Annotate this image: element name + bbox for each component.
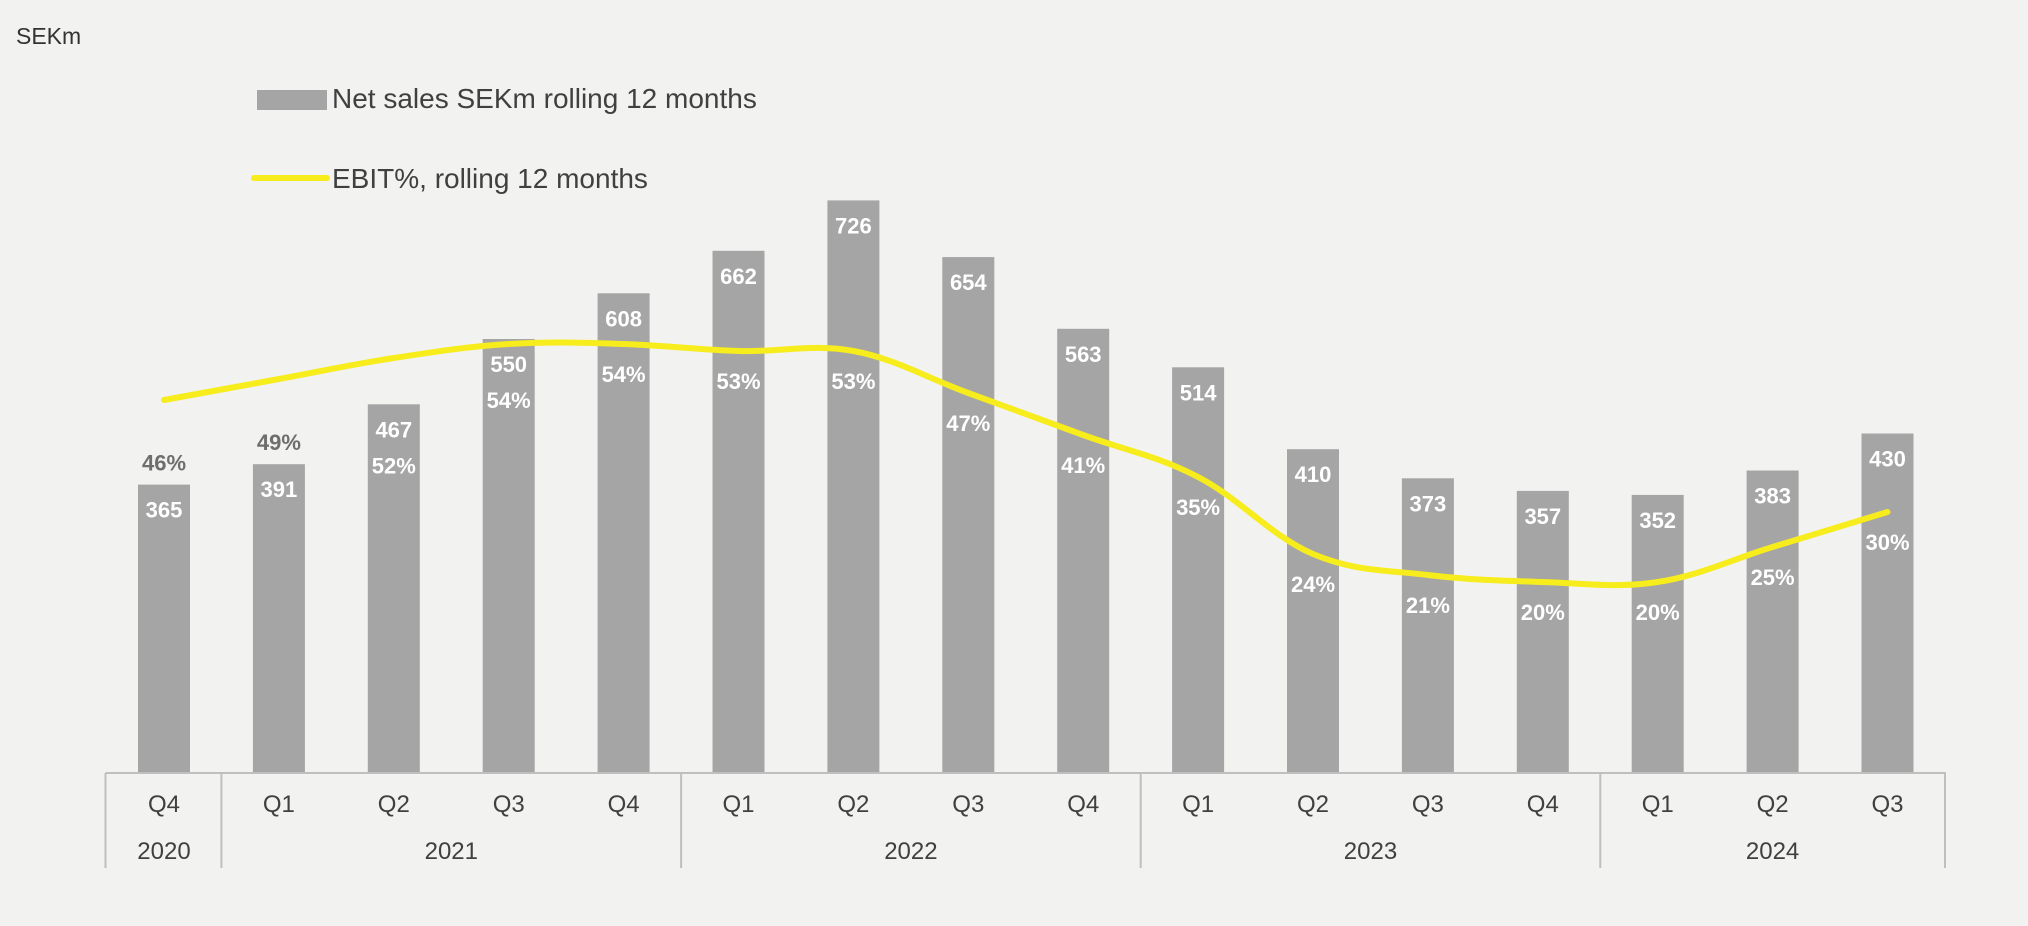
ebit-percent-label: 47% [946, 411, 990, 436]
x-axis: Q4 Q1 Q2 Q3 Q4 Q1 Q2 Q3 Q4 Q1 Q2 Q3 Q4 Q1 Q2 Q3 2020 2021… [104, 772, 1946, 868]
net-sales-label: 383 [1754, 484, 1791, 509]
year-label: 2022 [884, 838, 937, 865]
net-sales-bar [1401, 478, 1454, 772]
legend-bar-swatch [257, 90, 327, 110]
ebit-percent-label: 41% [1061, 453, 1105, 478]
net-sales-label: 352 [1639, 508, 1676, 533]
net-sales-bar [827, 200, 880, 772]
label-group: 365 46% 391 49% 467 52% 550 54% 608 54% 662 53% 726 5… [142, 213, 1910, 625]
ebit-percent-label: 46% [142, 451, 186, 476]
quarter-tick-label: Q2 [1297, 791, 1329, 818]
quarter-tick-label: Q3 [1412, 791, 1444, 818]
net-sales-label: 391 [261, 477, 298, 502]
quarter-tick-label: Q4 [148, 791, 180, 818]
year-label: 2021 [425, 838, 478, 865]
quarter-tick-label: Q1 [263, 791, 295, 818]
ebit-percent-label: 54% [602, 362, 646, 387]
ebit-line [161, 339, 1891, 589]
ebit-percent-label: 25% [1751, 565, 1795, 590]
net-sales-bar [252, 464, 305, 772]
net-sales-bar [1172, 367, 1225, 772]
net-sales-label: 608 [605, 306, 642, 331]
ebit-percent-label: 49% [257, 430, 301, 455]
net-sales-label: 365 [146, 498, 183, 523]
net-sales-bar [1516, 490, 1569, 772]
ebit-line-layer [161, 339, 1891, 589]
net-sales-bar [1861, 433, 1914, 772]
ebit-percent-label: 21% [1406, 593, 1450, 618]
legend-label-net-sales: Net sales SEKm rolling 12 months [332, 83, 757, 114]
net-sales-label: 430 [1869, 447, 1906, 472]
bar-group [138, 200, 1914, 773]
net-sales-bar [1746, 470, 1799, 772]
ebit-percent-label: 20% [1636, 600, 1680, 625]
ebit-percent-label: 24% [1291, 572, 1335, 597]
quarter-tick-label: Q4 [1527, 791, 1559, 818]
quarter-tick-label: Q4 [1067, 791, 1099, 818]
year-label: 2020 [137, 838, 190, 865]
quarter-tick-label: Q3 [493, 791, 525, 818]
net-sales-label: 550 [490, 352, 527, 377]
net-sales-label: 654 [950, 270, 987, 295]
quarter-tick-label: Q3 [952, 791, 984, 818]
ebit-percent-label: 35% [1176, 495, 1220, 520]
net-sales-bar [367, 404, 420, 772]
quarter-tick-label: Q2 [837, 791, 869, 818]
net-sales-bar [138, 484, 190, 772]
quarter-tick-label: Q4 [608, 791, 640, 818]
legend-label-ebit: EBIT%, rolling 12 months [332, 163, 648, 194]
net-sales-bar [1057, 328, 1110, 772]
net-sales-bar [1287, 449, 1339, 772]
unit-label: SEKm [16, 23, 81, 49]
ebit-percent-label: 53% [716, 369, 760, 394]
quarter-tick-label: Q3 [1871, 791, 1903, 818]
ebit-percent-label: 30% [1865, 530, 1909, 555]
year-label: 2024 [1746, 838, 1799, 865]
net-sales-bar [597, 293, 650, 772]
net-sales-label: 726 [835, 213, 872, 238]
net-sales-label: 563 [1065, 342, 1102, 367]
year-label: 2023 [1344, 838, 1397, 865]
ebit-percent-label: 54% [487, 388, 531, 413]
net-sales-bar [712, 250, 765, 773]
net-sales-label: 662 [720, 264, 757, 289]
quarter-tick-label: Q1 [1182, 791, 1214, 818]
net-sales-label: 514 [1180, 380, 1217, 405]
net-sales-bar [482, 339, 535, 772]
quarter-tick-label: Q1 [1642, 791, 1674, 818]
ebit-percent-label: 53% [831, 369, 875, 394]
ebit-percent-label: 52% [372, 453, 416, 478]
net-sales-bar [942, 257, 995, 773]
quarter-tick-label: Q2 [1757, 791, 1789, 818]
net-sales-label: 410 [1295, 462, 1332, 487]
ebit-percent-label: 20% [1521, 600, 1565, 625]
quarter-tick-label: Q2 [378, 791, 410, 818]
net-sales-label: 467 [375, 417, 412, 442]
net-sales-label: 373 [1410, 491, 1447, 516]
legend: Net sales SEKm rolling 12 months EBIT%, … [251, 83, 757, 194]
quarter-tick-label: Q1 [722, 791, 754, 818]
net-sales-label: 357 [1524, 504, 1561, 529]
net-sales-bar [1631, 494, 1684, 772]
